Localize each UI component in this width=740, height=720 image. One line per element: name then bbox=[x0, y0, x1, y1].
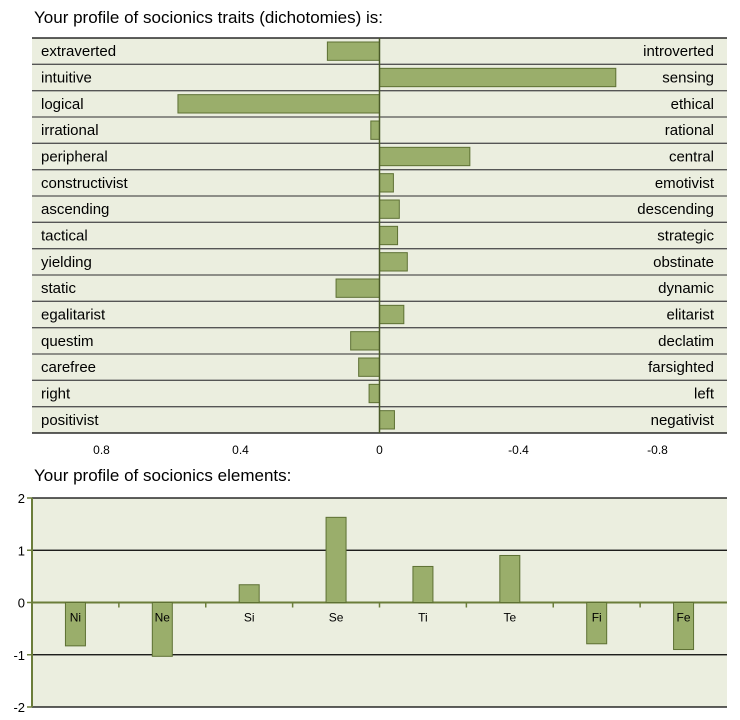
element-category-label: Fe bbox=[677, 611, 691, 625]
trait-bar bbox=[326, 41, 380, 61]
trait-right-label: obstinate bbox=[653, 254, 714, 271]
trait-left-label: right bbox=[41, 386, 71, 403]
trait-bar bbox=[350, 331, 381, 351]
element-category-label: Si bbox=[244, 611, 255, 625]
trait-right-label: introverted bbox=[643, 43, 714, 60]
traits-x-tick-label: -0.4 bbox=[508, 443, 529, 457]
trait-right-label: dynamic bbox=[658, 280, 714, 297]
trait-right-label: sensing bbox=[662, 70, 714, 87]
trait-right-label: left bbox=[694, 386, 715, 403]
trait-right-label: central bbox=[669, 149, 714, 166]
trait-left-label: constructivist bbox=[41, 175, 129, 192]
elements-y-tick-label: 1 bbox=[18, 543, 25, 558]
trait-bar bbox=[368, 383, 381, 404]
element-bar bbox=[64, 602, 86, 647]
traits-x-tick-label: -0.8 bbox=[647, 443, 668, 457]
element-category-label: Te bbox=[503, 611, 516, 625]
traits-x-tick-label: 0.4 bbox=[232, 443, 249, 457]
trait-right-label: emotivist bbox=[655, 175, 715, 192]
element-category-label: Ni bbox=[70, 611, 81, 625]
trait-right-label: descending bbox=[637, 201, 714, 218]
traits-x-tick-label: 0.8 bbox=[93, 443, 110, 457]
trait-bar bbox=[335, 278, 380, 298]
traits-x-tick-label: 0 bbox=[376, 443, 383, 457]
trait-left-label: peripheral bbox=[41, 149, 108, 166]
elements-chart-title: Your profile of socionics elements: bbox=[34, 466, 292, 485]
trait-left-label: static bbox=[41, 280, 77, 297]
trait-bar bbox=[358, 357, 380, 377]
element-bar bbox=[238, 584, 260, 603]
trait-bar bbox=[379, 252, 408, 272]
trait-right-label: elitarist bbox=[666, 307, 714, 324]
element-bar bbox=[412, 565, 434, 604]
trait-bar bbox=[379, 173, 394, 193]
trait-left-label: carefree bbox=[41, 359, 96, 376]
trait-right-label: rational bbox=[665, 122, 714, 139]
trait-right-label: ethical bbox=[671, 96, 714, 113]
trait-right-label: negativist bbox=[651, 412, 715, 429]
elements-y-tick-label: -1 bbox=[13, 648, 25, 663]
trait-left-label: positivist bbox=[41, 412, 99, 429]
trait-left-label: intuitive bbox=[41, 70, 92, 87]
trait-bar bbox=[379, 199, 400, 219]
trait-bar bbox=[379, 67, 617, 88]
trait-left-label: ascending bbox=[41, 201, 109, 218]
trait-bar bbox=[177, 94, 380, 114]
trait-right-label: strategic bbox=[657, 228, 714, 245]
element-bar bbox=[673, 602, 695, 651]
traits-chart-title: Your profile of socionics traits (dichot… bbox=[34, 8, 383, 27]
elements-y-tick-label: -2 bbox=[13, 700, 25, 715]
element-bar bbox=[151, 602, 173, 657]
element-bar bbox=[325, 516, 347, 604]
element-category-label: Ti bbox=[418, 611, 428, 625]
element-bar bbox=[499, 554, 521, 603]
trait-left-label: logical bbox=[41, 96, 84, 113]
element-category-label: Se bbox=[329, 611, 344, 625]
element-bar bbox=[586, 602, 608, 645]
trait-left-label: extraverted bbox=[41, 43, 116, 60]
trait-left-label: yielding bbox=[41, 254, 92, 271]
elements-y-tick-label: 0 bbox=[18, 596, 25, 611]
element-category-label: Ne bbox=[155, 611, 171, 625]
trait-left-label: tactical bbox=[41, 228, 88, 245]
elements-y-tick-label: 2 bbox=[18, 491, 25, 506]
trait-left-label: irrational bbox=[41, 122, 99, 139]
trait-left-label: egalitarist bbox=[41, 307, 106, 324]
trait-bar bbox=[370, 120, 380, 140]
trait-left-label: questim bbox=[41, 333, 94, 350]
trait-bar bbox=[379, 146, 471, 167]
trait-bar bbox=[379, 304, 405, 325]
trait-bar bbox=[379, 225, 399, 246]
trait-right-label: farsighted bbox=[648, 359, 714, 376]
trait-bar bbox=[379, 410, 395, 430]
element-category-label: Fi bbox=[592, 611, 602, 625]
trait-right-label: declatim bbox=[658, 333, 714, 350]
